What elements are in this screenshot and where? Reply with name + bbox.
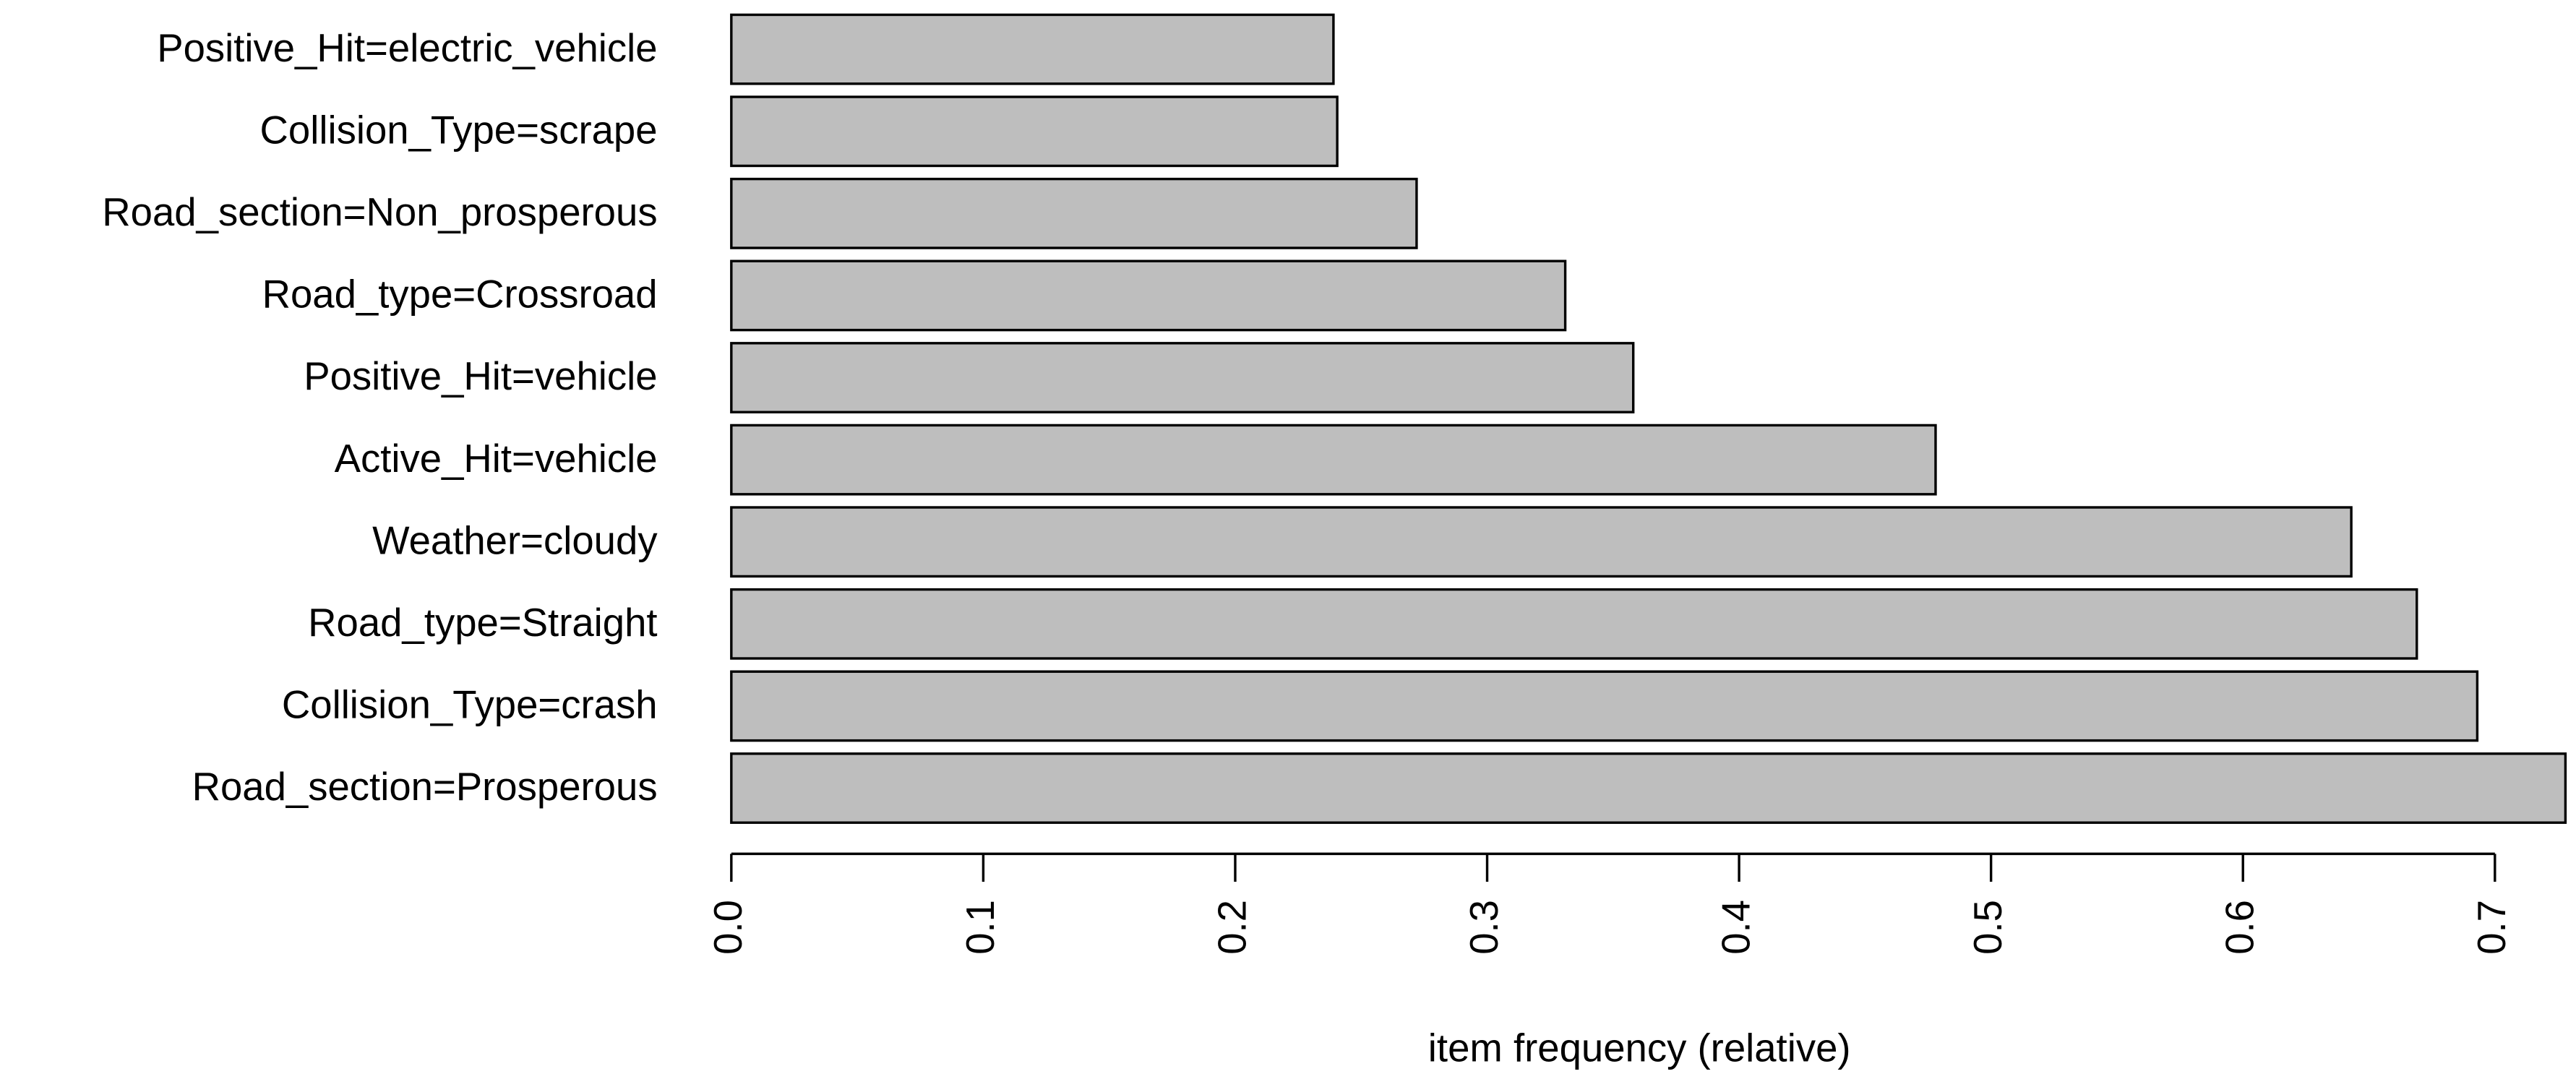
bar: [730, 342, 1635, 413]
bar: [730, 424, 1937, 496]
x-tick-label: 0.3: [1462, 900, 1506, 955]
y-tick-label: Weather=cloudy: [372, 518, 658, 562]
bar: [730, 259, 1567, 332]
x-tick-label: 0.0: [706, 900, 750, 955]
y-tick-label: Collision_Type=crash: [282, 683, 658, 727]
x-tick-label: 0.4: [1714, 900, 1758, 955]
x-tick-label: 0.5: [1966, 900, 2010, 955]
bar: [730, 177, 1418, 249]
bar: [730, 95, 1339, 168]
bar: [730, 670, 2479, 742]
x-tick-label: 0.1: [958, 900, 1003, 955]
x-axis-label: item frequency (relative): [1428, 1026, 1851, 1070]
y-tick-label: Collision_Type=scrape: [260, 108, 658, 152]
bar: [730, 506, 2353, 578]
bar: [730, 752, 2567, 824]
y-tick-label: Road_type=Straight: [308, 601, 657, 645]
y-tick-label: Positive_Hit=electric_vehicle: [157, 26, 657, 70]
y-tick-label: Active_Hit=vehicle: [335, 437, 658, 481]
x-tick-label: 0.6: [2218, 900, 2262, 955]
y-tick-label: Road_section=Prosperous: [192, 765, 658, 809]
bar: [730, 588, 2418, 660]
y-tick-label: Road_type=Crossroad: [262, 272, 658, 317]
bar: [730, 13, 1335, 85]
x-tick-label: 0.2: [1210, 900, 1254, 955]
y-tick-label: Positive_Hit=vehicle: [304, 354, 657, 398]
x-tick-label: 0.7: [2470, 900, 2514, 955]
y-tick-label: Road_section=Non_prosperous: [102, 190, 657, 234]
